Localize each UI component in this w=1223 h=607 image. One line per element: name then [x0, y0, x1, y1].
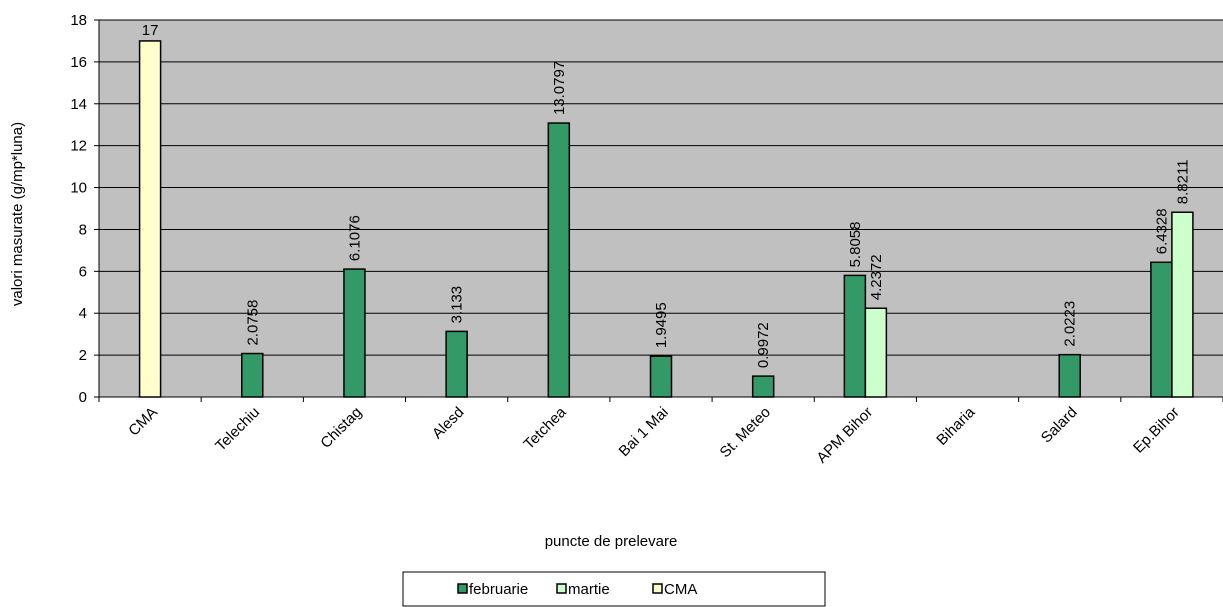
y-tick-label: 6	[79, 263, 87, 280]
legend-box	[402, 571, 826, 607]
y-tick-label: 16	[70, 54, 87, 71]
legend-swatch	[556, 583, 567, 594]
bars	[138, 40, 1194, 398]
y-tick-label: 8	[79, 221, 87, 238]
data-label: 2.0223	[1062, 301, 1079, 347]
y-tick-labels: 0 2 4 6 8 10 12 14 16 18	[70, 12, 87, 406]
y-tick-label: 4	[79, 305, 87, 322]
y-tick-label: 0	[79, 389, 87, 406]
axes	[94, 19, 1223, 402]
bar-februarie	[343, 268, 366, 398]
y-tick-label: 2	[79, 347, 87, 364]
bar-martie	[864, 307, 888, 398]
plot-area	[99, 20, 1223, 397]
plot-background	[99, 20, 1223, 397]
data-labels: 17 2.0758 6.1076 3.133 13.0797 1.9495 0.9972 5.…	[142, 22, 1192, 368]
x-tick-label: Bai 1 Mai	[616, 404, 672, 460]
y-tick-label: 18	[70, 12, 87, 29]
x-tick-label: Chistag	[317, 404, 365, 452]
y-axis-title: valori masurate (g/mp*luna)	[9, 122, 26, 306]
data-label: 0.9972	[755, 322, 772, 368]
bar-februarie	[1150, 261, 1173, 398]
x-tick-label: APM Bihor	[813, 404, 876, 467]
y-tick-label: 12	[70, 138, 87, 155]
data-label: 6.4328	[1153, 208, 1170, 254]
x-tick-label: Tetchea	[520, 403, 570, 453]
data-label: 5.8058	[847, 222, 864, 268]
bar-februarie	[547, 122, 571, 398]
y-tick-label: 14	[70, 96, 87, 113]
legend-label: februarie	[469, 581, 528, 598]
x-tick-label: Salard	[1038, 404, 1081, 447]
legend-label: CMA	[664, 581, 697, 598]
x-tick-labels: CMA Telechiu Chistag Alesd Tetchea Bai 1 Mai S…	[125, 403, 1182, 466]
bar-februarie	[1058, 353, 1081, 398]
y-tick-label: 10	[70, 180, 87, 197]
x-tick-label: Alesd	[429, 404, 468, 443]
bar-februarie	[241, 352, 264, 398]
data-label: 1.9495	[653, 302, 670, 348]
gridlines	[99, 19, 1223, 356]
x-tick-label: Telechiu	[212, 404, 263, 455]
data-label: 6.1076	[346, 215, 363, 261]
bar-cma	[138, 40, 162, 398]
bar-martie	[1171, 211, 1194, 398]
x-tick-label: CMA	[125, 404, 161, 440]
x-tick-label: St. Meteo	[717, 404, 774, 461]
data-label: 8.8211	[1174, 159, 1191, 204]
legend-swatch	[652, 583, 663, 594]
x-tick-label: Ep.Bihor	[1130, 404, 1183, 457]
data-label: 17	[142, 22, 159, 39]
x-tick-label: Biharia	[933, 403, 979, 449]
data-label: 13.0797	[551, 61, 568, 115]
data-label: 4.2372	[868, 254, 885, 300]
x-axis-title: puncte de prelevare	[545, 533, 678, 550]
legend: februarie martie CMA	[402, 571, 826, 607]
data-label: 3.133	[449, 286, 466, 324]
data-label: 2.0758	[244, 300, 261, 346]
bar-februarie	[445, 330, 468, 398]
bar-februarie	[649, 355, 673, 398]
bar-februarie	[843, 274, 867, 398]
legend-label: martie	[568, 581, 610, 598]
legend-swatch	[457, 583, 468, 594]
bar-februarie	[751, 375, 775, 398]
